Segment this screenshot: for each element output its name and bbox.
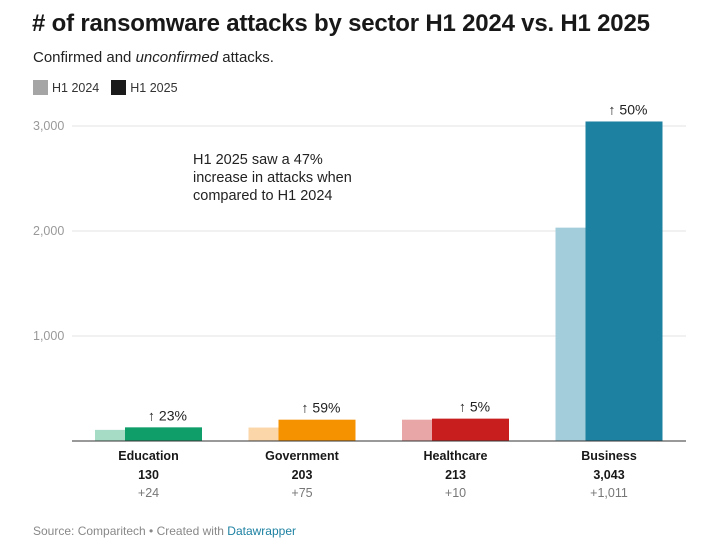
bar-h1-2025 [278, 419, 356, 441]
diff-label: +24 [138, 486, 159, 500]
y-tick-label: 1,000 [33, 329, 64, 343]
value-label: 130 [138, 468, 159, 482]
change-label: ↑ 50% [609, 101, 648, 117]
diff-label: +10 [445, 486, 466, 500]
x-tick-label: Healthcare [424, 449, 488, 463]
legend-label-h1-2024: H1 2024 [52, 80, 100, 95]
legend-swatch-h1-2024 [33, 80, 48, 95]
footer-source: Source: Comparitech • Created with [33, 524, 228, 538]
bar-h1-2025 [432, 418, 509, 441]
legend-item-h1-2024: H1 2024 [33, 80, 99, 95]
chart-title: # of ransomware attacks by sector H1 202… [32, 10, 650, 37]
diff-label: +1,011 [590, 486, 628, 500]
value-label: 3,043 [593, 468, 624, 482]
footer: Source: Comparitech • Created with Dataw… [33, 524, 296, 538]
annotation-line: increase in attacks when [193, 170, 352, 186]
change-label: ↑ 5% [459, 399, 490, 415]
y-tick-label: 2,000 [33, 224, 64, 238]
diff-label: +75 [291, 486, 312, 500]
bar-h1-2025 [125, 427, 202, 441]
x-tick-label: Education [118, 449, 178, 463]
subtitle-suffix: attacks. [218, 49, 274, 66]
bar-h1-2024 [555, 227, 586, 441]
value-label: 213 [445, 468, 466, 482]
datawrapper-link[interactable]: Datawrapper [227, 524, 296, 538]
legend: H1 2024 H1 2025 [33, 80, 190, 95]
y-tick-label: 3,000 [33, 119, 64, 133]
chart-subtitle: Confirmed and unconfirmed attacks. [33, 49, 274, 66]
bar-h1-2024 [402, 419, 432, 441]
bar-h1-2025 [585, 121, 663, 442]
legend-swatch-h1-2025 [111, 80, 127, 95]
x-tick-label: Government [265, 449, 339, 463]
bar-h1-2024 [95, 429, 125, 441]
change-label: ↑ 23% [148, 407, 187, 423]
subtitle-emphasis: unconfirmed [135, 49, 219, 66]
change-label: ↑ 59% [302, 400, 341, 416]
legend-item-h1-2025: H1 2025 [111, 80, 178, 95]
legend-label-h1-2025: H1 2025 [130, 80, 178, 95]
annotation-line: H1 2025 saw a 47% [193, 152, 323, 168]
subtitle-prefix: Confirmed and [33, 49, 136, 66]
x-tick-label: Business [581, 449, 637, 463]
value-label: 203 [292, 468, 313, 482]
bar-h1-2024 [248, 427, 279, 441]
annotation-line: compared to H1 2024 [193, 188, 332, 204]
